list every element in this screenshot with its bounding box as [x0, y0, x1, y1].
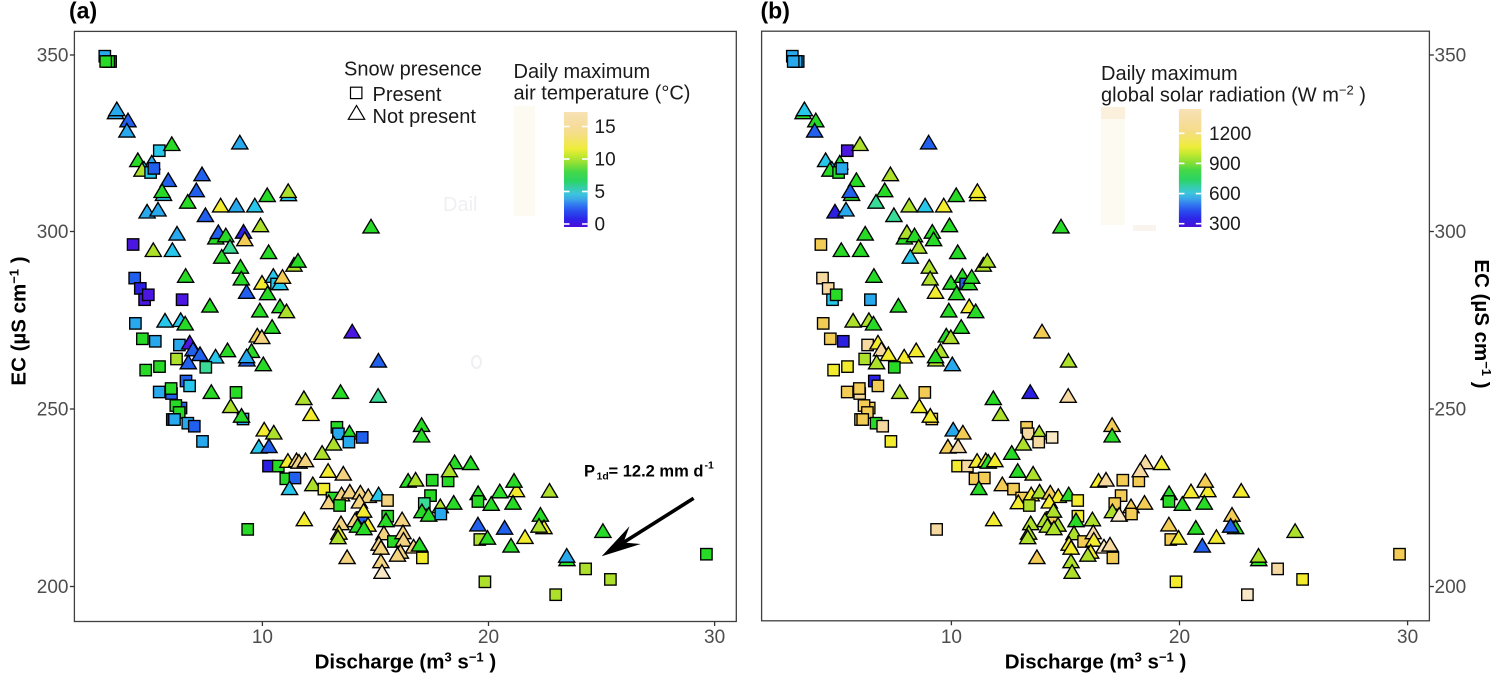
svg-text:350: 350: [1435, 46, 1467, 67]
svg-text:30: 30: [704, 627, 725, 648]
svg-text:20: 20: [1169, 627, 1190, 648]
svg-text:200: 200: [37, 577, 69, 598]
svg-text:(b): (b): [761, 0, 790, 24]
svg-text:10: 10: [252, 627, 273, 648]
svg-text:Discharge (m3 s−1 ): Discharge (m3 s−1 ): [315, 650, 497, 674]
svg-text:300: 300: [1209, 214, 1241, 235]
svg-text:1d: 1d: [597, 471, 609, 483]
svg-text:(a): (a): [69, 0, 97, 24]
svg-text:P: P: [584, 463, 595, 481]
svg-text:30: 30: [1397, 627, 1418, 648]
svg-text:300: 300: [37, 222, 69, 243]
svg-text:900: 900: [1209, 154, 1241, 175]
svg-text:air temperature (°C): air temperature (°C): [514, 83, 691, 105]
svg-text:-1: -1: [705, 460, 714, 472]
svg-text:20: 20: [478, 627, 499, 648]
svg-text:10: 10: [941, 627, 962, 648]
svg-text:1200: 1200: [1209, 124, 1251, 145]
svg-text:250: 250: [37, 400, 69, 421]
svg-text:Daily maximum: Daily maximum: [1101, 63, 1238, 85]
svg-text:= 12.2 mm d: = 12.2 mm d: [609, 463, 704, 481]
svg-text:200: 200: [1435, 577, 1467, 598]
svg-text:600: 600: [1209, 184, 1241, 205]
svg-text:Present: Present: [373, 84, 442, 106]
svg-text:Not present: Not present: [373, 106, 477, 128]
svg-text:5: 5: [595, 182, 606, 203]
svg-text:Discharge (m3 s−1 ): Discharge (m3 s−1 ): [1005, 650, 1187, 674]
svg-text:350: 350: [37, 46, 69, 67]
svg-text:Daily maximum: Daily maximum: [514, 61, 651, 83]
svg-text:15: 15: [595, 117, 616, 138]
svg-text:300: 300: [1435, 222, 1467, 243]
svg-text:global solar radiation (W m−2: global solar radiation (W m−2 ): [1101, 83, 1366, 107]
svg-text:10: 10: [595, 150, 616, 171]
svg-text:Dail: Dail: [443, 194, 477, 216]
svg-text:0: 0: [595, 215, 606, 236]
svg-text:250: 250: [1435, 400, 1467, 421]
svg-text:Snow presence: Snow presence: [344, 59, 482, 81]
